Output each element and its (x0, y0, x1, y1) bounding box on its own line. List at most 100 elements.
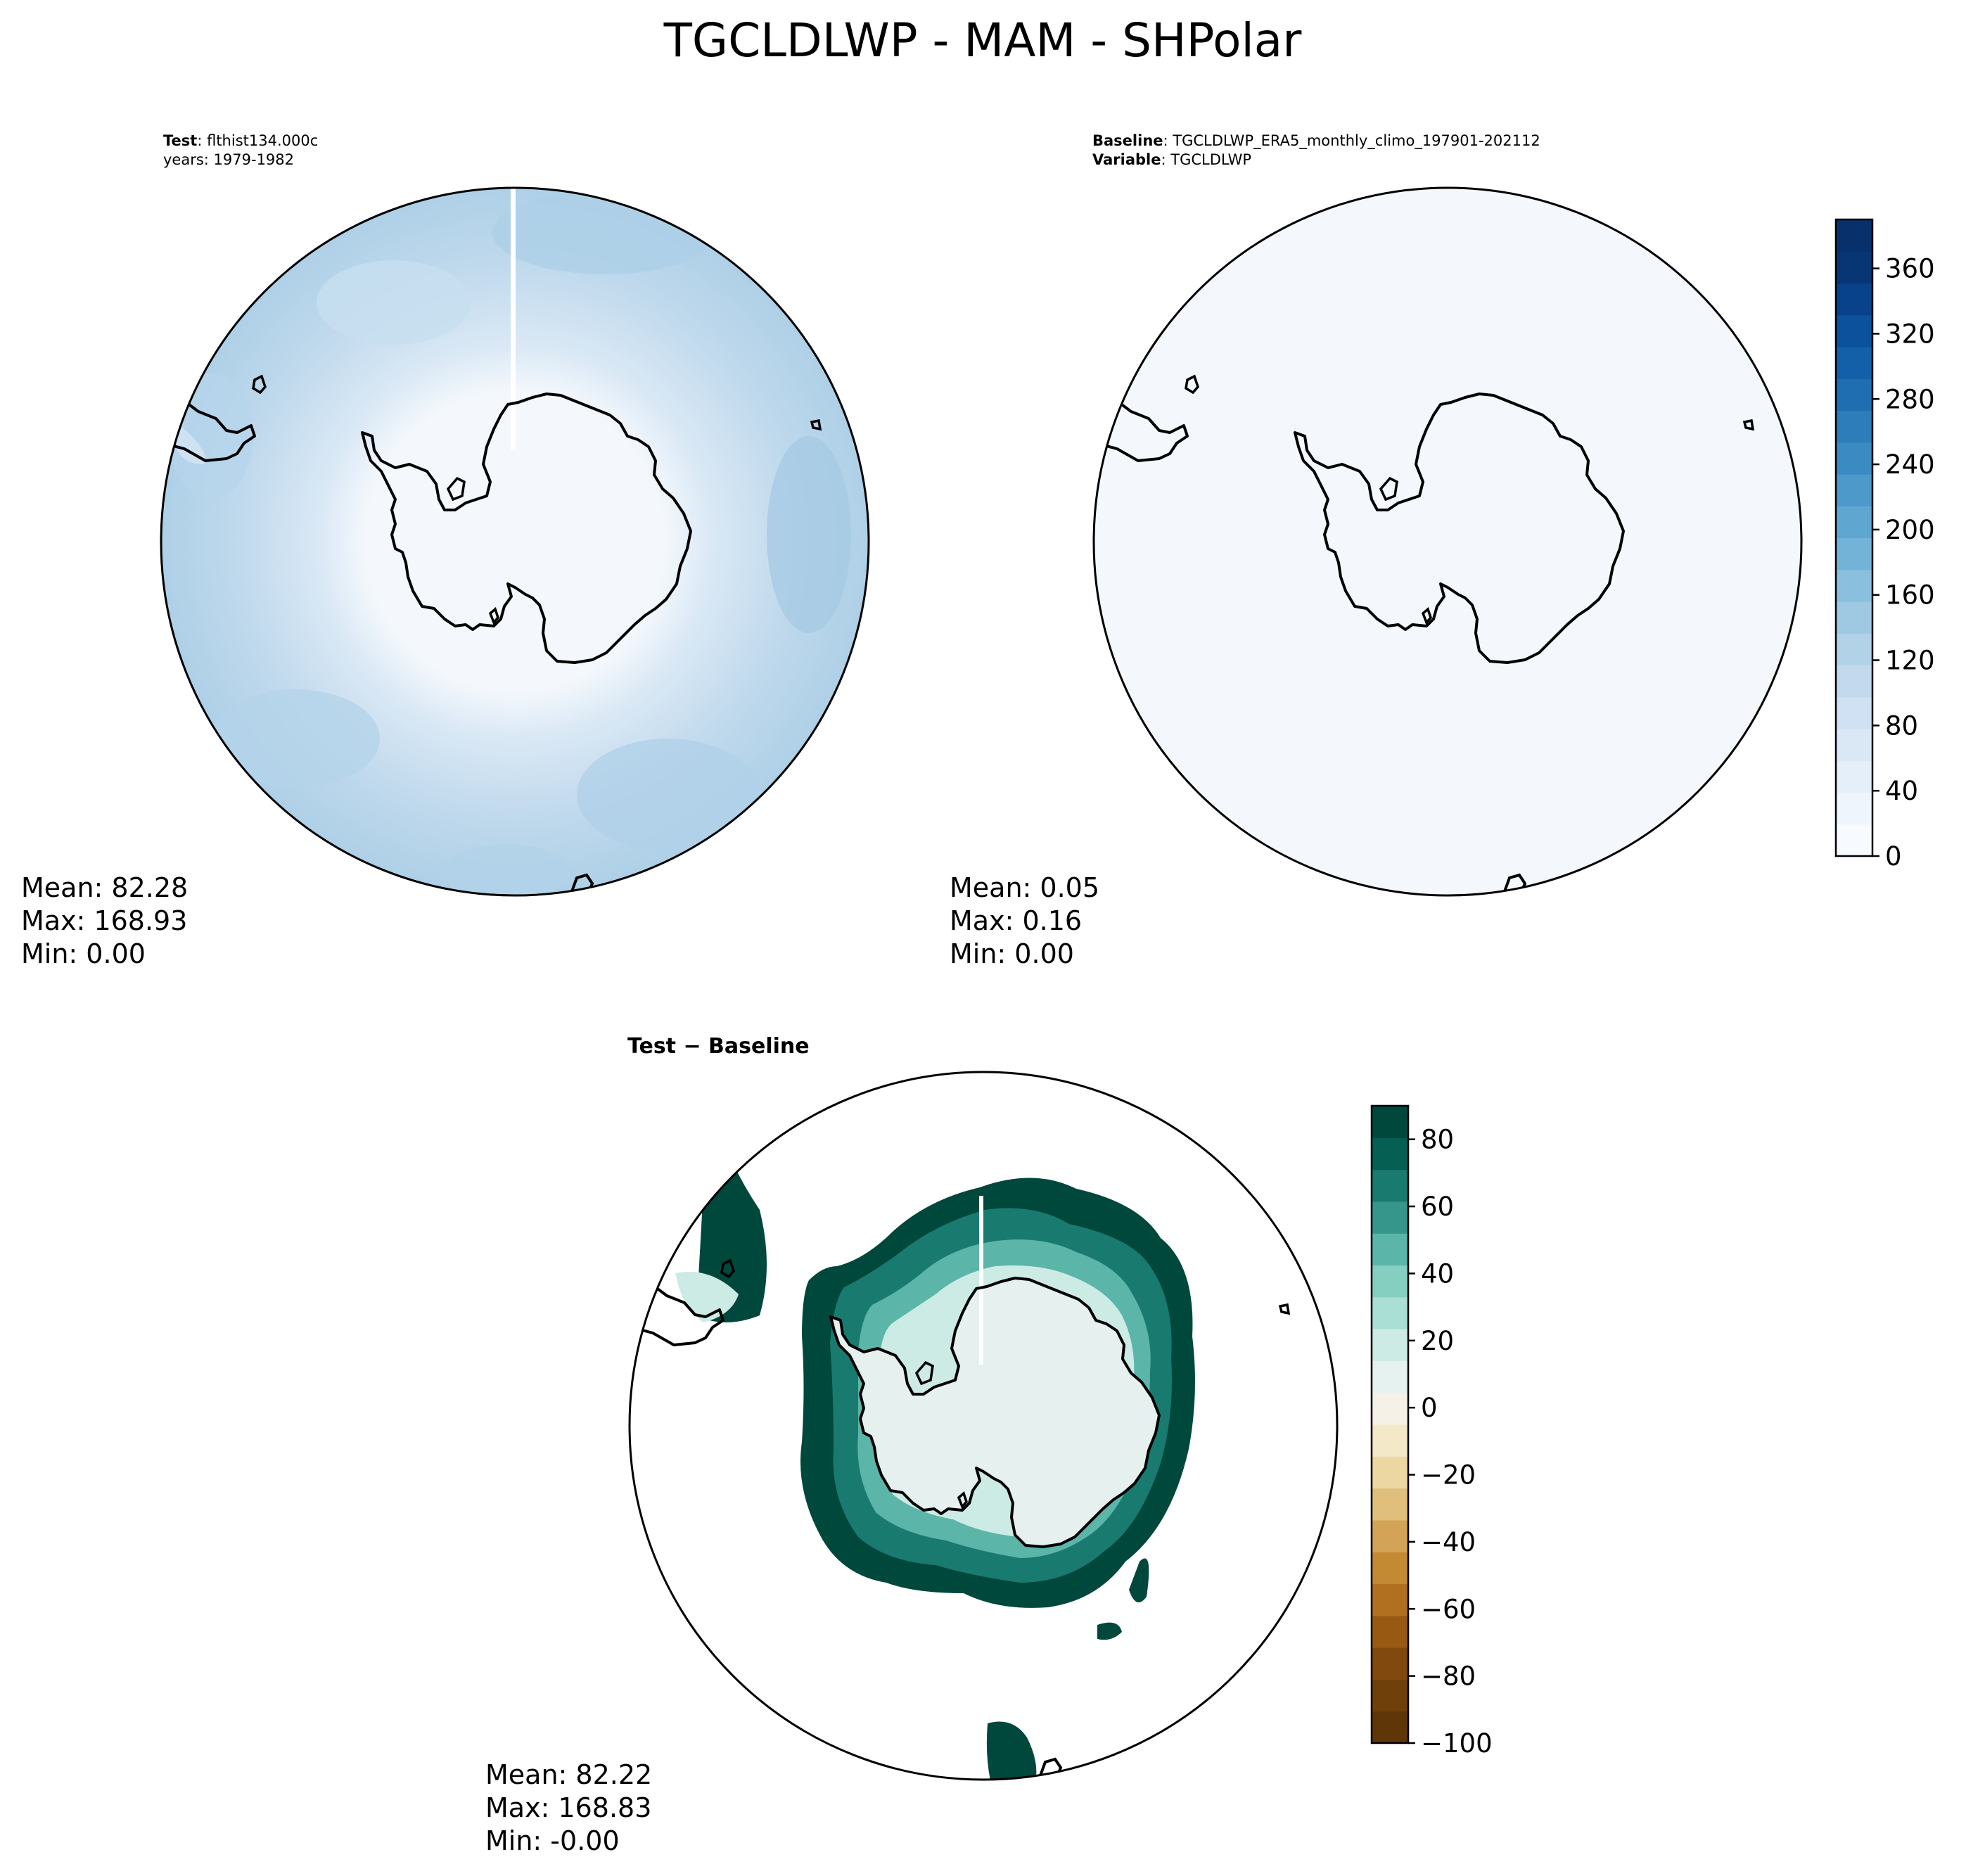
baseline-stat-max: Max: 0.16 (950, 905, 1082, 936)
field-colorbar-band (1836, 442, 1872, 475)
baseline-header: Baseline: TGCLDLWP_ERA5_monthly_climo_19… (1092, 132, 1540, 150)
diff-colorbar-band (1372, 1169, 1408, 1202)
test-map (161, 188, 869, 895)
difference-island (986, 1721, 1037, 1780)
field-colorbar-band (1836, 696, 1872, 729)
difference-stat-mean: Mean: 82.22 (485, 1759, 652, 1790)
baseline-variable-sep: : (1161, 151, 1170, 168)
test-field-patch (443, 844, 570, 895)
test-panel: Test: flthist134.000c years: 1979-1982 M… (21, 132, 870, 969)
diff-colorbar-tick-label: −20 (1421, 1460, 1476, 1491)
field-colorbar: 0 40 80 120 160 200 240 280 320 360 (1834, 218, 1935, 872)
field-colorbar-tick-label: 240 (1885, 449, 1935, 480)
test-header-case: flthist134.000c (207, 132, 318, 149)
field-colorbar-tick-label: 80 (1885, 710, 1918, 741)
baseline-header-source: TGCLDLWP_ERA5_monthly_climo_197901-20211… (1172, 132, 1540, 150)
diff-colorbar-tick-label: 40 (1421, 1258, 1454, 1289)
diff-colorbar-ticks: −100 −80 −60 −40 −20 0 20 40 60 80 (1408, 1125, 1493, 1759)
test-field-patch (317, 260, 471, 345)
difference-island (1097, 1622, 1122, 1640)
test-low-region (174, 422, 205, 464)
diff-colorbar-band (1372, 1583, 1408, 1616)
field-colorbar-bands (1836, 219, 1872, 857)
baseline-variable-value: TGCLDLWP (1170, 151, 1251, 168)
field-colorbar-band (1836, 792, 1872, 825)
field-colorbar-tick-label: 0 (1885, 841, 1902, 872)
field-colorbar-band (1836, 760, 1872, 793)
field-colorbar-tick-label: 320 (1885, 319, 1935, 349)
diff-colorbar-band (1372, 1711, 1408, 1744)
field-colorbar-band (1836, 729, 1872, 761)
field-colorbar-tick-label: 40 (1885, 776, 1918, 806)
diff-colorbar-band (1372, 1488, 1408, 1521)
diff-colorbar-band (1372, 1201, 1408, 1234)
difference-map (630, 1072, 1337, 1780)
diff-colorbar-tick-label: 80 (1421, 1125, 1454, 1155)
field-colorbar-ticks: 0 40 80 120 160 200 240 280 320 360 (1872, 254, 1935, 872)
field-colorbar-tick-label: 200 (1885, 515, 1935, 545)
field-colorbar-band (1836, 378, 1872, 411)
diff-colorbar-band (1372, 1106, 1408, 1138)
baseline-variable-key: Variable (1092, 151, 1161, 168)
diff-colorbar-tick-label: −60 (1421, 1594, 1476, 1624)
test-missing-seam (511, 188, 516, 450)
test-stat-mean: Mean: 82.28 (21, 872, 188, 903)
difference-missing-seam (979, 1196, 983, 1365)
diff-colorbar-band (1372, 1233, 1408, 1266)
difference-title: Test − Baseline (627, 1034, 810, 1059)
test-header-key: Test (163, 132, 197, 149)
field-colorbar-band (1836, 474, 1872, 506)
field-colorbar-tick-label: 120 (1885, 646, 1935, 676)
field-colorbar-band (1836, 569, 1872, 602)
diff-colorbar-band (1372, 1519, 1408, 1552)
baseline-stat-mean: Mean: 0.05 (950, 872, 1099, 903)
field-colorbar-band (1836, 537, 1872, 570)
diff-colorbar-band (1372, 1360, 1408, 1393)
baseline-map (1094, 188, 1801, 895)
diff-colorbar-band (1372, 1392, 1408, 1425)
difference-map-boundary (628, 1071, 1339, 1781)
field-colorbar-band (1836, 219, 1872, 252)
difference-stat-max: Max: 168.83 (485, 1792, 651, 1823)
test-header: Test: flthist134.000c (163, 132, 318, 149)
diff-colorbar-tick-label: 20 (1421, 1326, 1454, 1356)
field-colorbar-band (1836, 665, 1872, 698)
difference-panel: Test − Baseline Mean: 82.22 Max: 168.83 … (485, 1034, 1339, 1856)
field-colorbar-band (1836, 633, 1872, 666)
diff-colorbar-band (1372, 1265, 1408, 1298)
test-map-boundary (160, 186, 870, 897)
field-colorbar-band (1836, 314, 1872, 347)
difference-stat-min: Min: -0.00 (485, 1825, 620, 1856)
field-colorbar-band (1836, 506, 1872, 539)
diff-colorbar-tick-label: 60 (1421, 1192, 1454, 1222)
baseline-stat-min: Min: 0.00 (950, 938, 1074, 969)
test-header-sep: : (197, 132, 207, 149)
baseline-panel: Baseline: TGCLDLWP_ERA5_monthly_climo_19… (950, 132, 1803, 969)
test-stat-max: Max: 168.93 (21, 905, 187, 936)
field-colorbar-tick-label: 360 (1885, 254, 1935, 284)
field-colorbar-frame (1834, 218, 1874, 857)
diff-colorbar-frame (1370, 1104, 1410, 1744)
diff-colorbar-band (1372, 1137, 1408, 1170)
test-field-patch (211, 689, 380, 788)
baseline-map-field (1094, 188, 1801, 895)
test-field-patch (492, 190, 717, 274)
field-colorbar-band (1836, 601, 1872, 634)
difference-island (1129, 1558, 1149, 1602)
diff-colorbar-bands (1372, 1106, 1408, 1744)
diff-colorbar-band (1372, 1329, 1408, 1361)
baseline-header-sep: : (1163, 132, 1173, 149)
baseline-map-boundary (1092, 186, 1803, 897)
diff-colorbar-band (1372, 1296, 1408, 1329)
baseline-variable: Variable: TGCLDLWP (1092, 151, 1251, 168)
diff-colorbar-tick-label: −80 (1421, 1661, 1476, 1692)
diff-colorbar: −100 −80 −60 −40 −20 0 20 40 60 80 (1370, 1104, 1493, 1759)
test-field-patch (767, 436, 851, 633)
test-field-patch (577, 739, 760, 851)
diff-colorbar-tick-label: −40 (1421, 1527, 1476, 1557)
diff-colorbar-tick-label: −100 (1421, 1728, 1493, 1759)
difference-continent-fill (831, 1278, 1159, 1547)
field-colorbar-tick-label: 160 (1885, 580, 1935, 611)
diff-colorbar-band (1372, 1424, 1408, 1457)
